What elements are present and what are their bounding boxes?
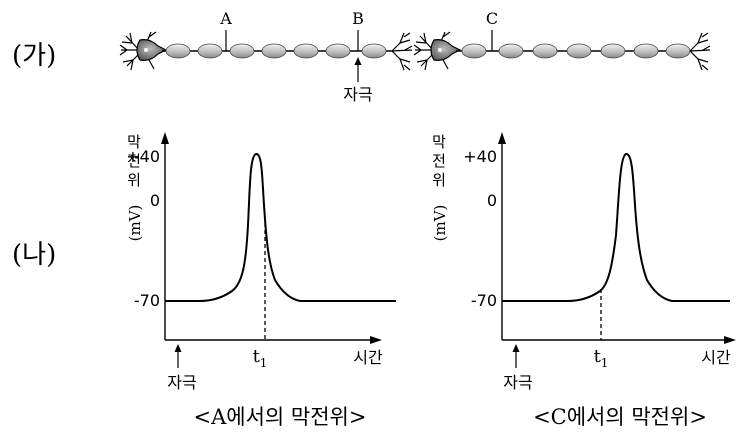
neuron-1: [119, 31, 413, 71]
graph-a-t1-label: t1: [253, 346, 268, 370]
stimulus-b-arrowhead: [354, 57, 362, 65]
panel-na: (나) 막 전 위 (mV) +40 0 -70 t1 시간 자극: [12, 132, 736, 429]
graph-c-t1-label: t1: [594, 346, 609, 370]
neuron-2-axon-terminal: [689, 32, 711, 71]
neuron-1-axon-terminal: [391, 32, 413, 71]
graph-a-potential-curve: [165, 153, 396, 302]
graph-a-ytick-0: 0: [150, 191, 160, 210]
graph-a-stimulus: 자극: [167, 344, 197, 392]
point-b-label: B: [352, 9, 364, 28]
graph-a-title: <A에서의 막전위>: [194, 405, 367, 429]
graph-c-stimulus-label: 자극: [503, 373, 532, 392]
point-a-label: A: [219, 9, 232, 28]
graph-a-axes: [161, 132, 382, 344]
graph-c-title: <C에서의 막전위>: [533, 405, 707, 429]
graph-a-ytick-40: +40: [126, 147, 160, 166]
graph-c-ytick-40: +40: [463, 147, 497, 166]
point-b: B: [352, 9, 364, 51]
graph-c-ylabel-1: 막: [432, 133, 446, 151]
neuron-1-myelin: [165, 43, 387, 59]
graph-c-ylabel-3: 위: [432, 171, 446, 189]
neuron-2-soma: [430, 39, 462, 61]
panel-na-label: (나): [12, 240, 56, 270]
point-c-label: C: [486, 9, 498, 28]
graph-a-ytick-minus70: -70: [134, 291, 160, 310]
graph-c-ytick-minus70: -70: [471, 291, 497, 310]
graph-a: 막 전 위 (mV) +40 0 -70 t1 시간 자극 <A에서의 막: [126, 132, 396, 429]
graph-c-potential-curve: [502, 153, 730, 302]
point-a: A: [219, 9, 232, 51]
panel-ga-label: (가): [12, 41, 56, 71]
neuron-1-soma: [136, 39, 168, 61]
graph-c-ylabel-2: 전: [432, 152, 446, 170]
graph-a-ylabel-2: 전: [127, 152, 141, 170]
panel-ga: (가): [12, 9, 711, 104]
graph-c-ytick-0: 0: [487, 191, 497, 210]
point-c: C: [486, 9, 498, 51]
graph-a-ylabel-3: 위: [127, 171, 141, 189]
graph-c-stimulus: 자극: [503, 344, 533, 392]
graph-a-stimulus-label: 자극: [167, 373, 196, 392]
neuron-2-myelin: [461, 43, 691, 59]
graph-a-xlabel: 시간: [353, 348, 383, 367]
graph-c-axes: [498, 132, 736, 344]
graph-c-xlabel: 시간: [701, 348, 731, 367]
graph-a-ylabel-1: 막: [127, 133, 141, 151]
graph-a-t1-sub: 1: [260, 356, 268, 370]
neuron-2: [413, 31, 711, 71]
graph-c: 막 전 위 (mV) +40 0 -70 t1 시간 자극 <C에서의 막: [431, 132, 736, 429]
graph-a-yunit: (mV): [126, 205, 144, 242]
graph-c-t1-sub: 1: [601, 356, 609, 370]
stimulus-b: 자극: [343, 57, 373, 104]
stimulus-b-label: 자극: [343, 85, 372, 104]
neuron-2-nucleus: [438, 48, 442, 52]
graph-c-yunit: (mV): [431, 205, 449, 242]
neuron-1-nucleus: [144, 48, 148, 52]
